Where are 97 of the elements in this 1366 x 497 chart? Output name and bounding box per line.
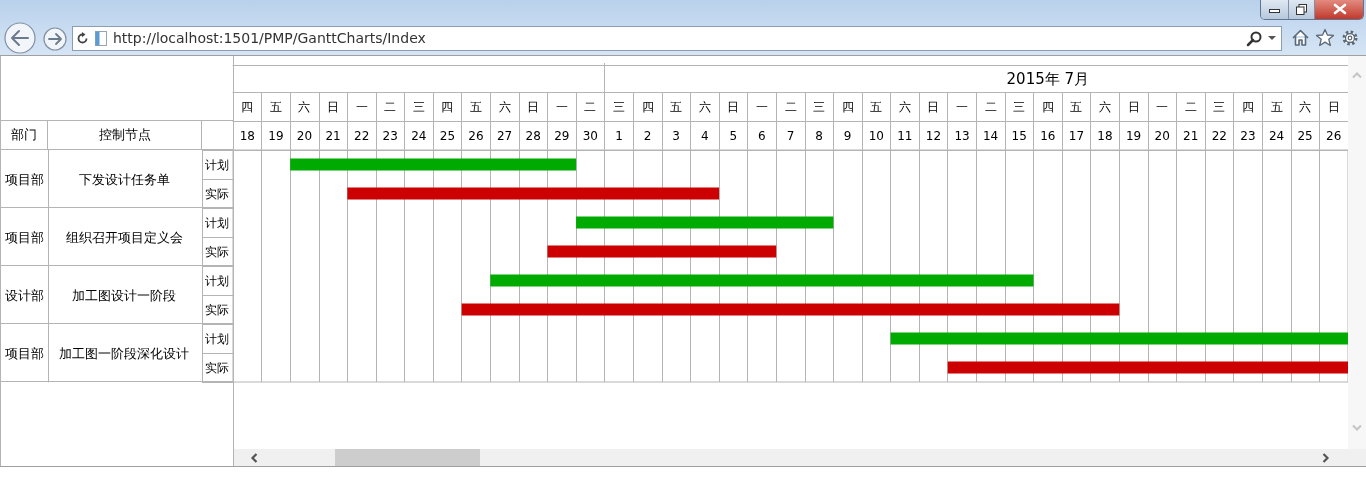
x2-tick-label: 13: [954, 129, 970, 143]
text: 三: [612, 99, 625, 114]
text: 一: [355, 99, 368, 114]
text: 二: [584, 99, 597, 114]
text: 五: [870, 99, 883, 114]
x2-tick-label: 10: [868, 129, 884, 143]
x-tick-label: 23: [382, 129, 398, 143]
text: 五: [1270, 99, 1283, 114]
x2-tick-label: 12: [925, 129, 942, 143]
text: 六: [898, 99, 911, 114]
text: 实际: [205, 244, 229, 259]
x-tick-label: 21: [325, 129, 341, 143]
x-tick-label: 28: [525, 129, 541, 143]
bar: [461, 303, 1120, 316]
y2-tick-label: 项目部: [4, 171, 44, 187]
bar: [890, 332, 1348, 345]
text: 日: [327, 99, 340, 114]
text: 一: [555, 99, 568, 114]
text: 实际: [205, 302, 229, 317]
text: 六: [298, 99, 311, 114]
y-tick-label: 加工图设计一阶段: [72, 287, 176, 303]
x2-tick-label: 4: [700, 129, 709, 143]
x2-tick-label: 16: [1040, 129, 1056, 143]
text: 日: [1127, 99, 1140, 114]
text: 计划: [205, 157, 229, 172]
bar: [290, 158, 577, 171]
x2-tick-label: 5: [729, 129, 738, 143]
bar: [947, 361, 1348, 374]
text: 实际: [205, 360, 229, 375]
text: 四: [241, 99, 254, 114]
text: 计划: [205, 331, 229, 346]
text: 四: [641, 99, 654, 114]
x2-tick-label: 9: [843, 129, 852, 143]
y-tick-label: 下发设计任务单: [78, 171, 170, 187]
text: 五: [670, 99, 683, 114]
text: 四: [1041, 99, 1054, 114]
x-tick-label: 30: [582, 129, 599, 143]
x-tick-label: 27: [496, 129, 513, 143]
text: 2015年 7月: [1006, 69, 1090, 88]
text: 实际: [205, 186, 229, 201]
text: 五: [269, 99, 282, 114]
x-tick-label: 26: [468, 129, 484, 143]
text: 五: [470, 99, 483, 114]
x2-tick-label: 17: [1068, 129, 1085, 143]
text: 六: [1299, 99, 1312, 114]
x-tick-label: 18: [239, 129, 255, 143]
y2-tick-label: 设计部: [4, 287, 44, 303]
text: 一: [755, 99, 768, 114]
x2-tick-label: 1: [615, 129, 623, 143]
text: 六: [1098, 99, 1111, 114]
x-tick-label: 19: [268, 129, 284, 143]
bar: [547, 245, 777, 258]
text: 计划: [205, 215, 229, 230]
text: 计划: [205, 273, 229, 288]
text: 部门: [0, 120, 48, 150]
text: 四: [1241, 99, 1254, 114]
text: 六: [498, 99, 511, 114]
text: 日: [527, 99, 540, 114]
x2-tick-label: 3: [672, 129, 680, 143]
x-tick-label: 22: [354, 129, 370, 143]
x-tick-label: 29: [554, 129, 570, 143]
x-tick-label: 20: [296, 129, 313, 143]
x2-tick-label: 8: [815, 129, 823, 143]
y2-tick-label: 项目部: [4, 345, 44, 361]
text: 二: [984, 99, 997, 114]
x2-tick-label: 2: [643, 129, 652, 143]
text: 一: [1156, 99, 1169, 114]
x2-tick-label: 15: [1011, 129, 1027, 143]
text: 五: [1070, 99, 1083, 114]
text: 二: [384, 99, 397, 114]
x-tick-label: 25: [439, 129, 456, 143]
x2-tick-label: 11: [897, 129, 913, 143]
text: http://localhost:1501/PMP/GanttCharts/Index: [113, 29, 426, 47]
text: 四: [841, 99, 854, 114]
x2-tick-label: 6: [758, 129, 766, 143]
y2-tick-label: 项目部: [4, 229, 44, 245]
text: 三: [813, 99, 826, 114]
text: 日: [727, 99, 740, 114]
text: 六: [698, 99, 711, 114]
text: 三: [412, 99, 425, 114]
y-tick-label: 组织召开项目定义会: [65, 229, 183, 245]
x-tick-label: 24: [411, 129, 427, 143]
text: 二: [784, 99, 797, 114]
text: 三: [1013, 99, 1026, 114]
text: 四: [441, 99, 454, 114]
x2-tick-label: 7: [786, 129, 795, 143]
text: 二: [1184, 99, 1197, 114]
text: 日: [1327, 99, 1340, 114]
text: 日: [927, 99, 940, 114]
x2-tick-label: 14: [982, 129, 999, 143]
bar: [490, 274, 1034, 287]
y-axis-title: 控制节点: [48, 120, 202, 150]
bar: [576, 216, 834, 229]
bar: [347, 187, 720, 200]
text: 一: [956, 99, 969, 114]
y-tick-label: 加工图一阶段深化设计: [59, 345, 189, 361]
text: 三: [1213, 99, 1226, 114]
